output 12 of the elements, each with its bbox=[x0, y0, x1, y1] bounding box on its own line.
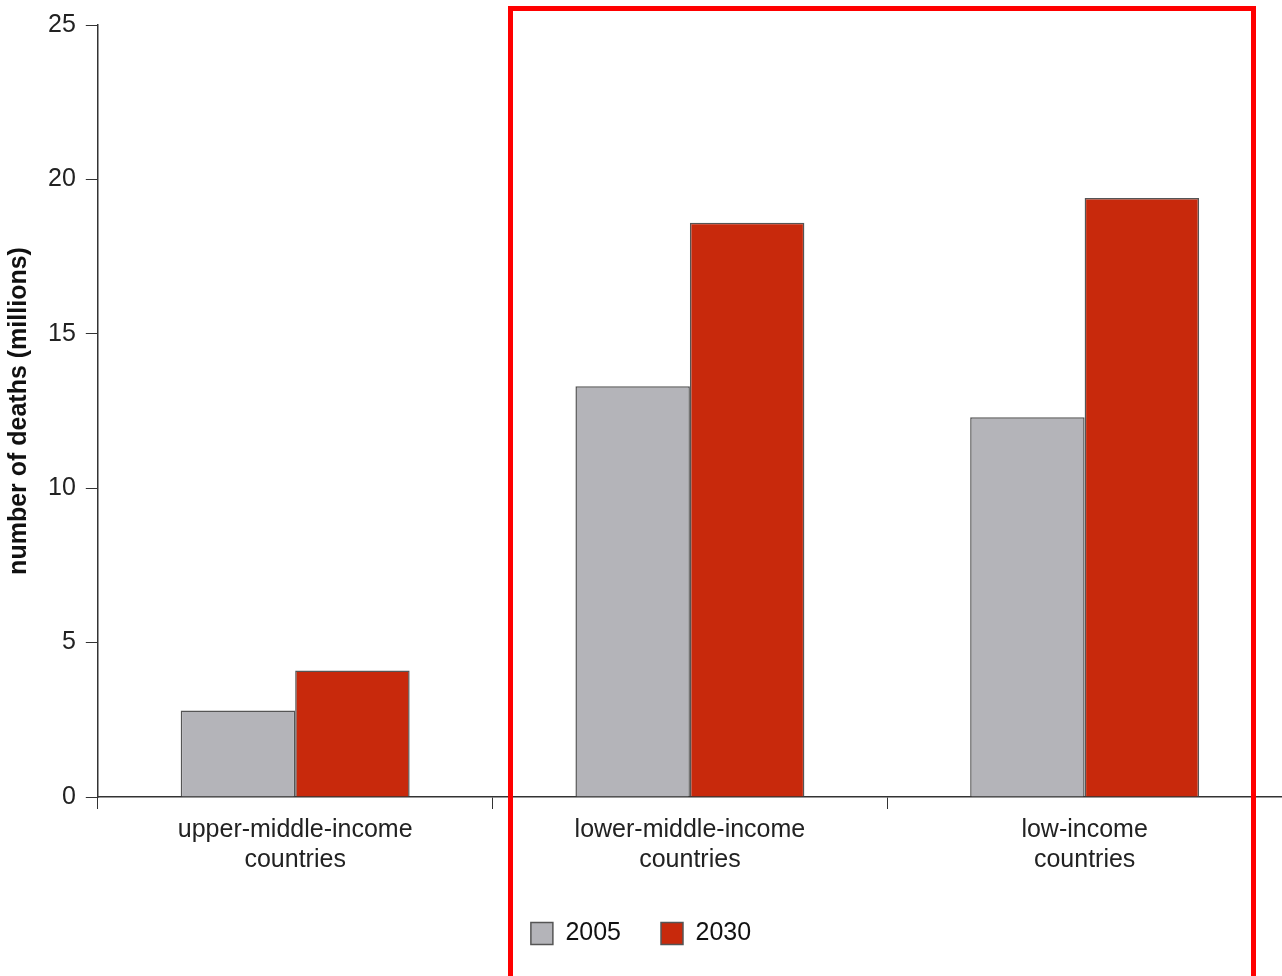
y-axis-title: number of deaths (millions) bbox=[2, 247, 31, 575]
x-tick-label: low-income countries bbox=[1021, 813, 1148, 872]
y-tick-label: 10 bbox=[48, 472, 76, 501]
legend-label: 2005 bbox=[565, 917, 622, 946]
x-tick-label: lower-middle-income countries bbox=[574, 813, 806, 872]
legend-label: 2030 bbox=[695, 917, 752, 946]
y-tick-label: 20 bbox=[48, 163, 76, 192]
y-tick-label: 15 bbox=[48, 317, 76, 346]
y-tick-label: 5 bbox=[61, 626, 76, 655]
y-tick-label: 0 bbox=[61, 780, 76, 809]
x-tick-label: upper-middle-income countries bbox=[177, 813, 413, 872]
y-tick-label: 25 bbox=[48, 8, 76, 37]
